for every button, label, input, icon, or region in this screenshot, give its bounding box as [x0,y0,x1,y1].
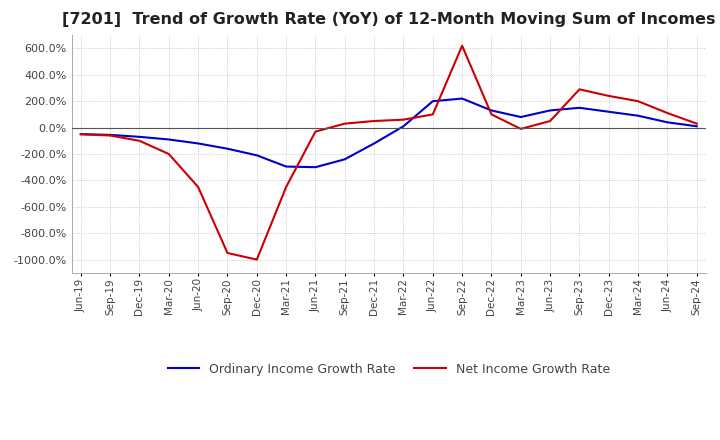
Ordinary Income Growth Rate [634,113,642,118]
Net Income Growth Rate [135,138,144,143]
Net Income Growth Rate [76,132,85,137]
Net Income Growth Rate [516,126,525,132]
Ordinary Income Growth Rate [106,132,114,137]
Ordinary Income Growth Rate [487,108,496,113]
Ordinary Income Growth Rate [253,153,261,158]
Legend: Ordinary Income Growth Rate, Net Income Growth Rate: Ordinary Income Growth Rate, Net Income … [163,358,615,381]
Ordinary Income Growth Rate [428,99,437,104]
Ordinary Income Growth Rate [546,108,554,113]
Net Income Growth Rate [399,117,408,122]
Net Income Growth Rate [428,112,437,117]
Net Income Growth Rate [370,118,379,124]
Net Income Growth Rate [223,250,232,256]
Net Income Growth Rate [253,257,261,262]
Line: Net Income Growth Rate: Net Income Growth Rate [81,46,697,260]
Ordinary Income Growth Rate [575,105,584,110]
Net Income Growth Rate [311,129,320,134]
Ordinary Income Growth Rate [223,146,232,151]
Ordinary Income Growth Rate [370,141,379,146]
Ordinary Income Growth Rate [194,141,202,146]
Ordinary Income Growth Rate [663,120,672,125]
Ordinary Income Growth Rate [516,114,525,120]
Ordinary Income Growth Rate [311,165,320,170]
Net Income Growth Rate [634,99,642,104]
Ordinary Income Growth Rate [282,164,290,169]
Net Income Growth Rate [575,87,584,92]
Ordinary Income Growth Rate [693,124,701,129]
Net Income Growth Rate [106,133,114,138]
Ordinary Income Growth Rate [399,124,408,129]
Net Income Growth Rate [605,93,613,99]
Ordinary Income Growth Rate [164,137,173,142]
Net Income Growth Rate [282,184,290,190]
Net Income Growth Rate [693,121,701,126]
Net Income Growth Rate [546,118,554,124]
Net Income Growth Rate [487,112,496,117]
Net Income Growth Rate [663,110,672,116]
Ordinary Income Growth Rate [341,157,349,162]
Net Income Growth Rate [458,43,467,48]
Title: [7201]  Trend of Growth Rate (YoY) of 12-Month Moving Sum of Incomes: [7201] Trend of Growth Rate (YoY) of 12-… [62,12,716,27]
Ordinary Income Growth Rate [135,134,144,139]
Net Income Growth Rate [194,184,202,190]
Net Income Growth Rate [341,121,349,126]
Ordinary Income Growth Rate [76,132,85,137]
Net Income Growth Rate [164,151,173,157]
Line: Ordinary Income Growth Rate: Ordinary Income Growth Rate [81,99,697,167]
Ordinary Income Growth Rate [605,109,613,114]
Ordinary Income Growth Rate [458,96,467,101]
